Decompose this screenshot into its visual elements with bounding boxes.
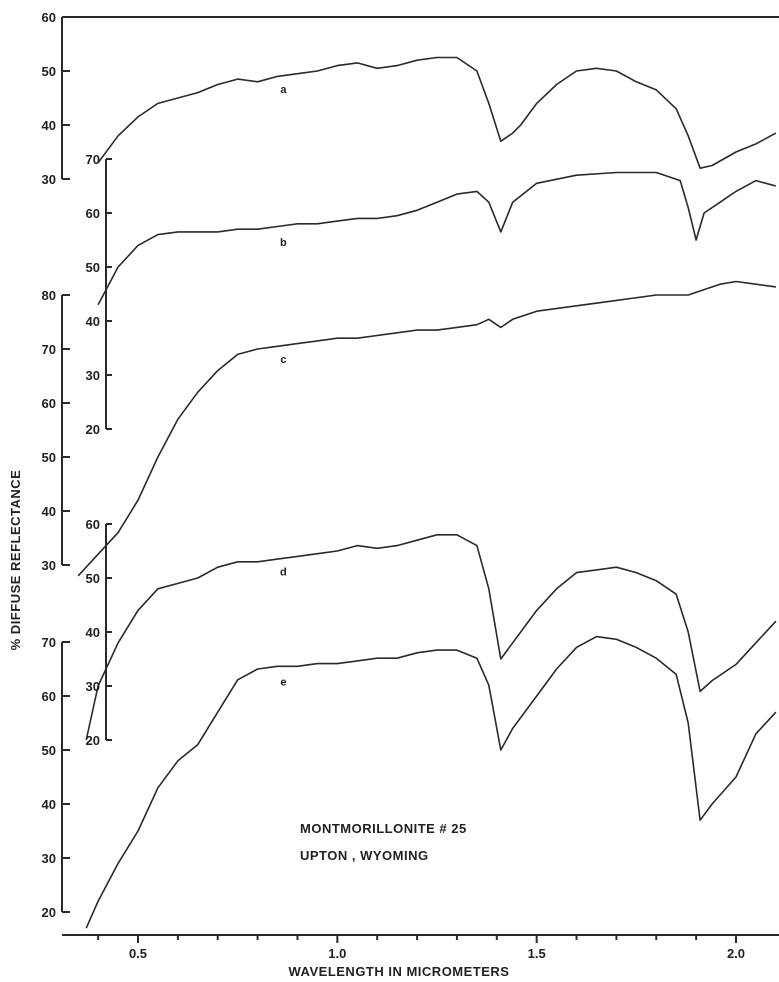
y-tick-label-e: 60 [42, 689, 56, 704]
y-tick-label-e: 70 [42, 635, 56, 650]
x-tick-label: 1.0 [328, 946, 346, 961]
sample-location-annotation: UPTON , WYOMING [300, 848, 429, 863]
curve-letter-b: b [280, 237, 287, 249]
x-tick-label: 1.5 [528, 946, 546, 961]
y-tick-label-d: 60 [86, 517, 100, 532]
curve-letter-a: a [280, 84, 287, 96]
curve-b [97, 171, 777, 306]
y-tick-label-a: 40 [42, 118, 56, 133]
y-tick-label-e: 40 [42, 797, 56, 812]
y-axis-title: % DIFFUSE REFLECTANCE [8, 470, 23, 651]
curve-d [85, 534, 777, 741]
x-tick-label: 0.5 [129, 946, 147, 961]
y-tick-label-e: 50 [42, 743, 56, 758]
y-tick-label-c: 50 [42, 450, 56, 465]
y-tick-label-d: 50 [86, 571, 100, 586]
y-tick-label-c: 40 [42, 504, 56, 519]
y-tick-label-d: 40 [86, 625, 100, 640]
y-tick-label-e: 30 [42, 851, 56, 866]
curve-c [77, 280, 777, 577]
y-tick-label-a: 30 [42, 172, 56, 187]
curve-a [97, 56, 777, 169]
y-tick-label-b: 20 [86, 422, 100, 437]
y-tick-label-c: 70 [42, 342, 56, 357]
curve-e [85, 635, 777, 929]
y-tick-label-c: 30 [42, 558, 56, 573]
x-axis-title: WAVELENGTH IN MICROMETERS [289, 964, 510, 979]
y-tick-label-c: 60 [42, 396, 56, 411]
y-tick-label-c: 80 [42, 288, 56, 303]
y-tick-label-b: 70 [86, 152, 100, 167]
y-tick-label-b: 50 [86, 260, 100, 275]
x-tick-label: 2.0 [727, 946, 745, 961]
y-tick-label-a: 50 [42, 64, 56, 79]
y-tick-label-b: 60 [86, 206, 100, 221]
curve-letter-e: e [280, 677, 286, 689]
y-tick-label-d: 30 [86, 679, 100, 694]
curve-letter-c: c [280, 354, 286, 366]
sample-name-annotation: MONTMORILLONITE # 25 [300, 821, 467, 836]
y-tick-label-a: 60 [42, 10, 56, 25]
y-tick-label-e: 20 [42, 905, 56, 920]
curve-letter-d: d [280, 567, 287, 579]
y-tick-label-b: 40 [86, 314, 100, 329]
y-tick-label-b: 30 [86, 368, 100, 383]
y-tick-label-d: 20 [86, 733, 100, 748]
